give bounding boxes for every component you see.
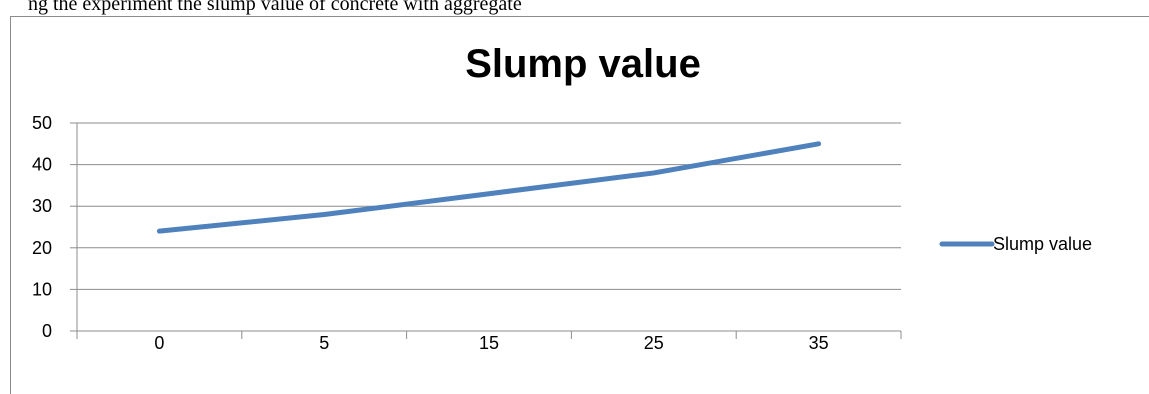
y-axis-tick-label: 40 (32, 155, 52, 175)
gridlines (77, 122, 901, 290)
caption-fragment: ng the experiment the slump value of con… (28, 0, 522, 15)
y-axis-tick-label: 50 (32, 113, 52, 133)
x-axis-tick-label: 35 (809, 333, 829, 353)
y-axis-tick-label: 30 (32, 196, 52, 216)
x-axis-tick-labels: 0 5 15 25 35 (154, 333, 828, 353)
series-line-0 (156, 141, 822, 234)
axes (70, 122, 902, 339)
y-axis-tick-label: 10 (32, 279, 52, 299)
chart-title: Slump value (465, 42, 701, 86)
y-axis-tick-label: 20 (32, 238, 52, 258)
legend-label-slump-value: Slump value (993, 234, 1092, 254)
x-axis-tick-label: 0 (154, 333, 164, 353)
y-axis-tick-label: 0 (42, 321, 52, 341)
x-axis-tick-label: 5 (319, 333, 329, 353)
legend: Slump value (939, 234, 1092, 254)
x-axis-tick-label: 25 (644, 333, 664, 353)
series-layer (156, 141, 822, 234)
y-axis-tick-labels: 0 10 20 30 40 50 (32, 113, 52, 341)
x-axis-tick-label: 15 (479, 333, 499, 353)
